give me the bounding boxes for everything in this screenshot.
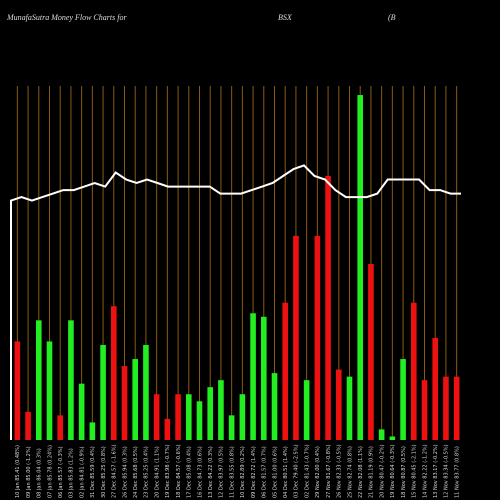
bar bbox=[78, 383, 85, 440]
bar bbox=[68, 320, 74, 440]
x-tick-label: 19 Nov 80.64 (-0.3%) bbox=[390, 444, 396, 498]
x-tick-label: 30 Dec 85.25 (0.8%) bbox=[101, 446, 107, 498]
chart-symbol: BSX bbox=[278, 13, 292, 22]
x-tick-label: 27 Dec 84.57 (-1.6%) bbox=[112, 444, 118, 498]
x-tick-label: 16 Dec 84.73 (0.6%) bbox=[197, 446, 203, 498]
bar bbox=[260, 316, 267, 440]
bar bbox=[346, 376, 353, 440]
chart-title: MunafaSutra Money Flow Charts for bbox=[7, 13, 127, 22]
x-tick-label: 13 Dec 84.22 (0.3%) bbox=[208, 446, 214, 498]
bar bbox=[314, 235, 321, 440]
x-tick-label: 27 Nov 81.67 (-0.8%) bbox=[326, 444, 332, 498]
bar bbox=[110, 306, 117, 440]
bar bbox=[218, 380, 224, 440]
bar bbox=[400, 359, 406, 440]
bar bbox=[89, 422, 96, 440]
bar bbox=[335, 369, 342, 440]
x-tick-label: 02 Jan 84.81 (-0.9%) bbox=[79, 446, 85, 498]
x-tick-label: 09 Jan 85.00 (-1.2%) bbox=[26, 446, 32, 498]
bar bbox=[357, 95, 364, 440]
x-tick-label: 26 Nov 82.33 (-0.5%) bbox=[337, 444, 343, 498]
x-tick-label: 15 Nov 80.45 (-2.1%) bbox=[412, 444, 418, 498]
x-tick-label: 18 Nov 80.87 (0.5%) bbox=[401, 446, 407, 498]
x-tick-label: 26 Dec 85.94 (0.3%) bbox=[122, 446, 128, 498]
x-tick-label: 10 Jan 85.41 (0.48%) bbox=[15, 445, 21, 498]
bar bbox=[389, 436, 396, 440]
bar bbox=[368, 264, 374, 440]
x-tick-label: 17 Dec 85.08 (0.4%) bbox=[187, 446, 193, 498]
x-tick-label: 07 Jan 85.78 (0.24%) bbox=[47, 445, 53, 498]
bar bbox=[46, 341, 53, 440]
bar bbox=[57, 415, 64, 440]
x-tick-label: 11 Dec 83.55 (0.8%) bbox=[229, 446, 235, 498]
x-tick-label: 22 Nov 82.08 (1.1%) bbox=[358, 446, 364, 498]
x-tick-label: 05 Dec 81.00 (0.6%) bbox=[272, 446, 278, 498]
bar bbox=[153, 394, 160, 440]
bar bbox=[132, 359, 139, 440]
x-tick-label: 31 Dec 85.59 (0.4%) bbox=[90, 446, 96, 498]
bar bbox=[196, 401, 203, 440]
bar bbox=[35, 320, 42, 440]
bar bbox=[100, 344, 106, 440]
x-tick-label: 21 Nov 81.19 (0.9%) bbox=[369, 446, 375, 498]
bar bbox=[271, 373, 278, 440]
bar bbox=[410, 302, 417, 440]
x-tick-label: 09 Dec 82.72 (1.4%) bbox=[251, 446, 257, 498]
bar bbox=[432, 337, 439, 440]
bar bbox=[185, 394, 192, 440]
bar bbox=[228, 415, 235, 440]
bar bbox=[303, 380, 310, 440]
chart-symbol-extra: (B bbox=[388, 13, 396, 22]
bar bbox=[443, 376, 449, 440]
x-tick-label: 10 Dec 82.89 (0.2%) bbox=[240, 446, 246, 498]
x-tick-label: 25 Nov 82.74 (0.8%) bbox=[347, 446, 353, 498]
bar bbox=[175, 394, 181, 440]
x-tick-label: 29 Nov 82.00 (0.4%) bbox=[315, 446, 321, 498]
bar bbox=[325, 176, 331, 440]
bar bbox=[239, 394, 246, 440]
bar bbox=[421, 380, 428, 440]
bar bbox=[453, 376, 460, 440]
x-tick-label: 08 Jan 86.04 (0.3%) bbox=[37, 448, 43, 498]
x-tick-label: 04 Dec 80.51 (1.4%) bbox=[283, 446, 289, 498]
x-tick-label: 20 Nov 80.47 (-0.2%) bbox=[379, 444, 385, 498]
bar bbox=[25, 411, 31, 440]
bar bbox=[293, 235, 299, 440]
bar bbox=[250, 313, 256, 440]
x-tick-label: 02 Dec 81.43 (-0.7%) bbox=[304, 444, 310, 498]
bar bbox=[164, 418, 171, 440]
x-tick-label: 12 Nov 83.34 (-0.5%) bbox=[444, 444, 450, 498]
x-tick-label: 24 Dec 85.68 (0.5%) bbox=[133, 446, 139, 498]
x-tick-label: 13 Nov 83.17 (-0.2%) bbox=[433, 444, 439, 498]
bar bbox=[207, 387, 214, 440]
bar bbox=[378, 429, 385, 440]
bar bbox=[143, 344, 149, 440]
x-tick-label: 03 Dec 79.40 (-2.5%) bbox=[294, 444, 300, 498]
bar bbox=[14, 341, 21, 440]
x-tick-label: 23 Dec 85.25 (0.4%) bbox=[144, 446, 150, 498]
x-tick-label: 11 Nov 83.77 (0.8%) bbox=[454, 446, 460, 498]
bar bbox=[121, 366, 128, 440]
x-tick-label: 06 Dec 81.57 (0.7%) bbox=[262, 446, 268, 498]
x-tick-label: 06 Jan 85.57 (-0.3%) bbox=[58, 446, 64, 498]
x-tick-label: 12 Dec 83.97 (0.5%) bbox=[219, 446, 225, 498]
bars bbox=[14, 95, 460, 440]
x-tick-label: 20 Dec 84.91 (1.1%) bbox=[154, 446, 160, 498]
bar bbox=[282, 302, 289, 440]
money-flow-line bbox=[10, 164, 461, 440]
x-tick-label: 03 Jan 85.83 (1.2%) bbox=[69, 448, 75, 498]
x-tick-label: 19 Dec 83.98 (-0.7%) bbox=[165, 444, 171, 498]
x-tick-labels: 10 Jan 85.41 (0.48%) 09 Jan 85.00 (-1.2%)… bbox=[15, 444, 460, 498]
x-tick-label: 14 Nov 82.22 (-1.2%) bbox=[422, 444, 428, 498]
x-tick-label: 18 Dec 84.57 (-0.6%) bbox=[176, 444, 182, 498]
